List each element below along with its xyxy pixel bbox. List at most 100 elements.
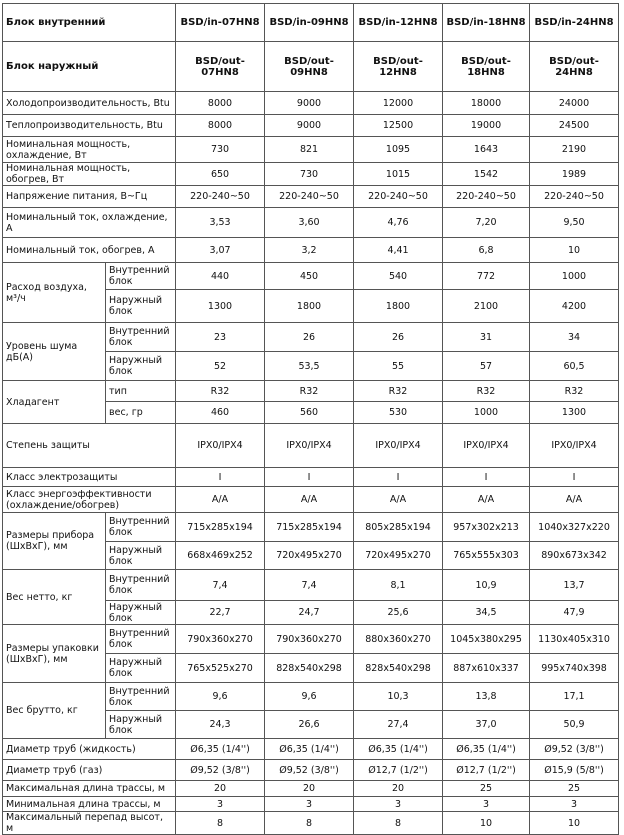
sub-label: Наружный блок — [104, 289, 177, 323]
row-label: Номинальная мощность, охлаждение, Вт — [1, 136, 177, 163]
row-label: Теплопроизводительность, Btu — [1, 114, 177, 137]
sub-label: Внутренний блок — [104, 322, 177, 352]
table-row: Диаметр труб (жидкость) Ø6,35 (1/4'') Ø6,3… — [1, 738, 620, 760]
value-cell: Ø6,35 (1/4'') — [175, 738, 266, 760]
table-row: Класс электрозащиты I I I I I — [1, 467, 620, 487]
value-cell: Ø15,9 (5/8'') — [529, 759, 620, 781]
table-row: Наружный блок 24,3 26,6 27,4 37,0 50,9 — [3, 710, 620, 739]
value-cell: R32 — [529, 380, 620, 402]
value-cell: 60,5 — [529, 351, 620, 381]
value-cell: 1800 — [264, 289, 355, 323]
value-cell: 220-240~50 — [353, 185, 444, 208]
value-cell: 50,9 — [529, 710, 620, 739]
group-label: Размеры упаковки (ШхВхГ), мм — [2, 624, 106, 683]
value-cell: 31 — [442, 322, 531, 352]
row-label: Холодопроизводительность, Btu — [1, 91, 177, 115]
value-cell: 828x540x298 — [353, 653, 444, 683]
row-label: Максимальная длина трассы, м — [1, 780, 177, 797]
sub-label: тип — [104, 380, 177, 402]
value-cell: 2190 — [529, 136, 620, 163]
header-label: Блок внутренний — [1, 3, 177, 42]
value-cell: 957x302x213 — [442, 512, 531, 542]
value-cell: 10,9 — [442, 569, 531, 601]
table-row: Холодопроизводительность, Btu 8000 9000 120… — [1, 91, 620, 115]
row-label: Минимальная длина трассы, м — [1, 796, 177, 812]
value-cell: 8000 — [175, 114, 266, 137]
value-cell: A/A — [175, 486, 266, 513]
value-cell: 790x360x270 — [175, 624, 266, 654]
value-cell: 668x469x252 — [175, 541, 266, 570]
sub-label: Внутренний блок — [104, 624, 177, 654]
value-cell: 24000 — [529, 91, 620, 115]
value-cell: 9000 — [264, 91, 355, 115]
table-row: Напряжение питания, В~Гц 220-240~50 220-24… — [1, 185, 620, 208]
value-cell: 220-240~50 — [264, 185, 355, 208]
value-cell: Ø12,7 (1/2'') — [442, 759, 531, 781]
value-cell: 10 — [442, 811, 531, 835]
model-name: BSD/in-09HN8 — [264, 3, 355, 42]
group-label: Вес брутто, кг — [2, 682, 106, 739]
table-row: Наружный блок 1300 1800 1800 2100 4200 — [3, 289, 620, 323]
value-cell: IPX0/IPX4 — [529, 423, 620, 468]
value-cell: 1300 — [175, 289, 266, 323]
value-cell: 540 — [353, 262, 444, 290]
value-cell: 20 — [175, 780, 266, 797]
value-cell: 220-240~50 — [175, 185, 266, 208]
value-cell: 47,9 — [529, 600, 620, 625]
sub-label: вес, гр — [104, 401, 177, 424]
value-cell: A/A — [529, 486, 620, 513]
value-cell: 1989 — [529, 162, 620, 186]
value-cell: I — [175, 467, 266, 487]
value-cell: 1130x405x310 — [529, 624, 620, 654]
model-name: BSD/out-12HN8 — [353, 41, 444, 92]
value-cell: 821 — [264, 136, 355, 163]
table-row: Диаметр труб (газ) Ø9,52 (3/8'') Ø9,52 (3/… — [1, 759, 620, 781]
value-cell: 720x495x270 — [264, 541, 355, 570]
table-row: Наружный блок 22,7 24,7 25,6 34,5 47,9 — [3, 600, 620, 625]
row-label: Напряжение питания, В~Гц — [1, 185, 177, 208]
value-cell: 1045x380x295 — [442, 624, 531, 654]
value-cell: R32 — [442, 380, 531, 402]
value-cell: 1300 — [529, 401, 620, 424]
value-cell: 560 — [264, 401, 355, 424]
value-cell: 26,6 — [264, 710, 355, 739]
value-cell: 34,5 — [442, 600, 531, 625]
header-label: Блок наружный — [1, 41, 177, 92]
value-cell: 12000 — [353, 91, 444, 115]
model-name: BSD/out-18HN8 — [442, 41, 531, 92]
table-row: Расход воздуха, м³/ч Внутренний блок 440 45… — [2, 262, 620, 323]
table-row: Хладагент тип R32 R32 R32 R32 R32 — [2, 380, 620, 424]
value-cell: 730 — [264, 162, 355, 186]
value-cell: 220-240~50 — [442, 185, 531, 208]
value-cell: A/A — [353, 486, 444, 513]
value-cell: 19000 — [442, 114, 531, 137]
value-cell: 6,8 — [442, 237, 531, 263]
value-cell: 2100 — [442, 289, 531, 323]
model-name: BSD/in-24HN8 — [529, 3, 620, 42]
group-label: Уровень шума дБ(А) — [2, 322, 106, 381]
table-row: Наружный блок 668x469x252 720x495x270 720x4… — [3, 541, 620, 570]
value-cell: 730 — [175, 136, 266, 163]
value-cell: 790x360x270 — [264, 624, 355, 654]
value-cell: 3 — [529, 796, 620, 812]
value-cell: Ø6,35 (1/4'') — [353, 738, 444, 760]
sub-label: Внутренний блок — [104, 569, 177, 601]
value-cell: Ø12,7 (1/2'') — [353, 759, 444, 781]
table-row: Класс энергоэффективности (охлаждение/об… — [1, 486, 620, 513]
value-cell: 3,60 — [264, 207, 355, 238]
value-cell: 9000 — [264, 114, 355, 137]
value-cell: 8000 — [175, 91, 266, 115]
value-cell: 25,6 — [353, 600, 444, 625]
row-label: Класс электрозащиты — [1, 467, 177, 487]
value-cell: 8 — [175, 811, 266, 835]
table-row: Номинальная мощность, обогрев, Вт 650 730 1… — [1, 162, 620, 186]
value-cell: Ø6,35 (1/4'') — [442, 738, 531, 760]
value-cell: 23 — [175, 322, 266, 352]
value-cell: 720x495x270 — [353, 541, 444, 570]
model-name: BSD/in-07HN8 — [175, 3, 266, 42]
value-cell: 9,50 — [529, 207, 620, 238]
table-row: Номинальный ток, обогрев, А 3,07 3,2 4,41 6,… — [1, 237, 620, 263]
value-cell: 715x285x194 — [175, 512, 266, 542]
value-cell: 24,3 — [175, 710, 266, 739]
value-cell: 3 — [264, 796, 355, 812]
